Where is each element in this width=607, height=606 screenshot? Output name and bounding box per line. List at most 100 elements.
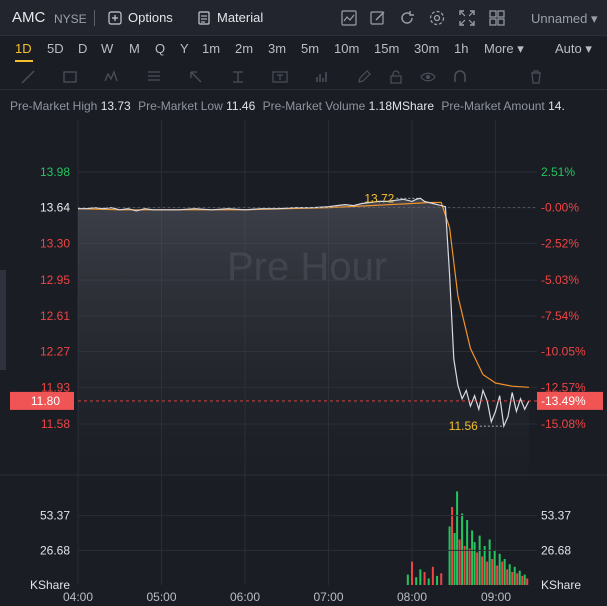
period-tab-10m[interactable]: 10m: [334, 41, 360, 56]
current-pct-badge: [537, 391, 603, 410]
material-button[interactable]: Material: [197, 10, 263, 25]
pre-market-volume-label: Pre-Market Volume: [262, 99, 366, 113]
average-price-line: [77, 201, 529, 388]
pre-market-info-bar: Pre-Market High 13.73 Pre-Market Low 11.…: [0, 92, 607, 120]
volume-bar: [451, 507, 454, 585]
volume-bar: [491, 559, 494, 585]
period-tab-d[interactable]: D: [78, 41, 88, 56]
period-tab-1h[interactable]: 1h: [454, 41, 469, 56]
volume-bar: [483, 546, 486, 585]
low-marker-label: 11.56: [449, 419, 478, 433]
rectangle-tool-icon[interactable]: [62, 69, 78, 85]
pre-market-high-label: Pre-Market High: [10, 99, 98, 113]
x-tick-label: 07:00: [313, 590, 343, 604]
volume-tick-right: 53.37: [541, 509, 571, 523]
volume-bar: [431, 566, 434, 585]
pre-market-high-value: 13.73: [100, 99, 131, 113]
pattern-tool-icon[interactable]: [104, 69, 120, 85]
volume-bar: [427, 578, 430, 585]
period-tab-3m[interactable]: 3m: [268, 41, 287, 56]
period-tab-5d[interactable]: 5D: [47, 41, 64, 56]
period-tab-1m[interactable]: 1m: [202, 41, 221, 56]
y-tick-left: 11.93: [41, 380, 70, 394]
current-pct-label: -13.49%: [541, 394, 586, 408]
grid-layout-icon[interactable]: [488, 9, 506, 27]
arrow-tool-icon[interactable]: [188, 69, 204, 85]
volume-bar: [411, 561, 413, 585]
volume-tick-left: 26.68: [40, 543, 70, 557]
line-tool-icon[interactable]: [20, 69, 36, 85]
y-tick-left: 11.58: [41, 417, 70, 431]
eye-icon[interactable]: [420, 69, 436, 85]
y-tick-right: -7.54%: [541, 309, 579, 323]
volume-bar: [461, 513, 464, 585]
y-tick-left: 13.98: [40, 165, 70, 179]
volume-bar: [436, 575, 439, 585]
volume-bar: [453, 533, 456, 585]
volume-bar: [478, 535, 481, 585]
pencil-tool-icon[interactable]: [356, 69, 372, 85]
magnet-icon[interactable]: [452, 69, 468, 85]
period-tab-m[interactable]: M: [129, 41, 140, 56]
volume-bar: [456, 491, 459, 585]
volume-bar: [463, 546, 466, 585]
price-area-fill: [78, 198, 529, 476]
lock-icon[interactable]: [388, 69, 404, 85]
text-tool-icon[interactable]: [272, 69, 288, 85]
period-tab-30m[interactable]: 30m: [414, 41, 440, 56]
volume-bar: [506, 569, 509, 585]
options-button[interactable]: Options: [108, 10, 173, 25]
volume-bar: [511, 572, 514, 585]
volume-bar: [503, 559, 506, 585]
pre-market-low-value: 11.46: [226, 99, 256, 113]
y-tick-right: 2.51%: [541, 165, 575, 179]
period-tab-15m[interactable]: 15m: [374, 41, 400, 56]
brush-tool-icon[interactable]: [314, 69, 330, 85]
divider: [94, 10, 95, 26]
y-tick-right: -5.03%: [541, 273, 579, 287]
volume-bar: [486, 561, 489, 585]
fullscreen-icon[interactable]: [458, 9, 476, 27]
price-chart[interactable]: 13.98 2.51% 13.64 -0.00% 13.30 -2.52% 12.95 -5.…: [0, 120, 607, 606]
chevron-down-icon: ▾: [591, 11, 598, 26]
volume-bar: [458, 539, 461, 585]
period-tab-1d[interactable]: 1D: [15, 41, 32, 56]
volume-bar: [521, 575, 524, 585]
period-tab-5m[interactable]: 5m: [301, 41, 320, 56]
y-tick-right: -12.57%: [541, 380, 586, 394]
pre-market-amount-value: 14.: [548, 99, 565, 113]
x-tick-label: 06:00: [230, 590, 260, 604]
indicator-icon[interactable]: [340, 9, 358, 27]
symbol-ticker[interactable]: AMC: [12, 9, 46, 26]
volume-bar: [406, 574, 409, 585]
settings-icon[interactable]: [428, 9, 446, 27]
active-period-indicator: [15, 60, 33, 62]
scale-mode-dropdown[interactable]: Auto ▾: [555, 41, 592, 56]
pre-market-amount-label: Pre-Market Amount: [441, 99, 545, 113]
fibonacci-tool-icon[interactable]: [146, 69, 162, 85]
refresh-icon[interactable]: [398, 9, 416, 27]
y-tick-left: 13.30: [40, 236, 70, 250]
x-tick-label: 09:00: [481, 590, 511, 604]
period-tab-2m[interactable]: 2m: [235, 41, 254, 56]
measure-tool-icon[interactable]: [230, 69, 246, 85]
current-price-badge: [10, 391, 74, 410]
period-tab-y[interactable]: Y: [180, 41, 189, 56]
x-tick-label: 05:00: [146, 590, 176, 604]
period-tab-w[interactable]: W: [101, 41, 114, 56]
volume-bar: [498, 553, 501, 585]
pre-market-low-label: Pre-Market Low: [138, 99, 223, 113]
volume-bar: [468, 548, 471, 585]
volume-bar: [488, 539, 491, 585]
trash-icon[interactable]: [528, 69, 544, 85]
volume-bar: [526, 578, 529, 585]
drawing-tools: [0, 64, 607, 90]
volume-bar: [493, 549, 496, 585]
draw-icon[interactable]: [369, 9, 387, 27]
layout-dropdown[interactable]: Unnamed ▾: [531, 11, 598, 27]
volume-unit-left: KShare: [30, 578, 70, 592]
sidebar-collapse-handle[interactable]: [0, 270, 6, 370]
more-periods-dropdown[interactable]: More ▾: [484, 41, 524, 56]
volume-bar: [501, 561, 504, 585]
period-tab-q[interactable]: Q: [155, 41, 166, 56]
